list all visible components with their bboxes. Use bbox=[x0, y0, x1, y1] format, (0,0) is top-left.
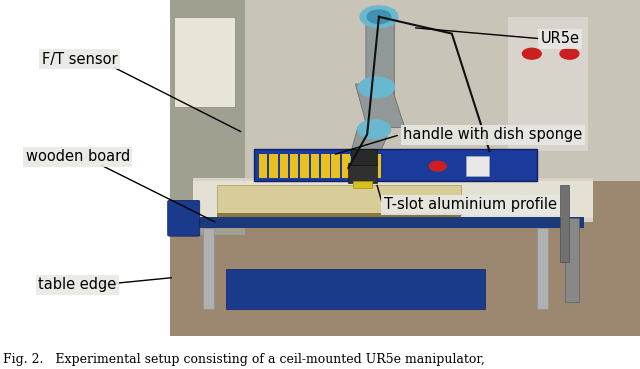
FancyBboxPatch shape bbox=[269, 155, 278, 178]
FancyBboxPatch shape bbox=[560, 184, 570, 262]
FancyBboxPatch shape bbox=[536, 228, 548, 309]
Circle shape bbox=[348, 153, 376, 169]
Circle shape bbox=[353, 156, 372, 166]
Circle shape bbox=[522, 48, 541, 59]
Circle shape bbox=[560, 48, 579, 59]
FancyBboxPatch shape bbox=[170, 181, 640, 336]
FancyBboxPatch shape bbox=[564, 218, 579, 302]
FancyBboxPatch shape bbox=[351, 149, 376, 165]
Text: F/T sensor: F/T sensor bbox=[42, 52, 117, 66]
FancyBboxPatch shape bbox=[348, 163, 376, 183]
Text: T-slot aluminium profile: T-slot aluminium profile bbox=[384, 197, 557, 212]
Text: table edge: table edge bbox=[38, 277, 116, 292]
FancyBboxPatch shape bbox=[202, 228, 214, 309]
FancyBboxPatch shape bbox=[193, 181, 593, 218]
FancyBboxPatch shape bbox=[353, 181, 372, 188]
FancyBboxPatch shape bbox=[311, 155, 319, 178]
FancyBboxPatch shape bbox=[300, 155, 309, 178]
FancyBboxPatch shape bbox=[193, 217, 584, 228]
FancyBboxPatch shape bbox=[373, 155, 381, 178]
FancyBboxPatch shape bbox=[362, 155, 371, 178]
FancyBboxPatch shape bbox=[226, 269, 484, 309]
FancyBboxPatch shape bbox=[280, 155, 288, 178]
Circle shape bbox=[367, 10, 390, 24]
Text: wooden board: wooden board bbox=[26, 149, 130, 164]
FancyBboxPatch shape bbox=[170, 0, 640, 181]
Polygon shape bbox=[355, 84, 405, 128]
FancyBboxPatch shape bbox=[342, 155, 350, 178]
FancyBboxPatch shape bbox=[193, 178, 593, 222]
FancyBboxPatch shape bbox=[321, 155, 330, 178]
FancyBboxPatch shape bbox=[466, 156, 490, 176]
FancyBboxPatch shape bbox=[332, 155, 340, 178]
Text: Fig. 2.   Experimental setup consisting of a ceil-mounted UR5e manipulator,: Fig. 2. Experimental setup consisting of… bbox=[3, 353, 485, 366]
FancyBboxPatch shape bbox=[290, 155, 298, 178]
Circle shape bbox=[358, 120, 390, 139]
Circle shape bbox=[360, 6, 397, 28]
FancyBboxPatch shape bbox=[254, 149, 536, 181]
Text: handle with dish sponge: handle with dish sponge bbox=[403, 127, 582, 142]
FancyBboxPatch shape bbox=[216, 213, 461, 217]
FancyBboxPatch shape bbox=[170, 0, 245, 235]
Text: UR5e: UR5e bbox=[541, 31, 580, 46]
FancyBboxPatch shape bbox=[259, 155, 268, 178]
Circle shape bbox=[358, 77, 394, 98]
FancyBboxPatch shape bbox=[508, 17, 588, 151]
FancyBboxPatch shape bbox=[174, 17, 236, 107]
FancyBboxPatch shape bbox=[216, 184, 461, 215]
FancyBboxPatch shape bbox=[366, 9, 394, 95]
Circle shape bbox=[429, 161, 446, 171]
FancyBboxPatch shape bbox=[352, 155, 360, 178]
FancyBboxPatch shape bbox=[168, 200, 200, 236]
Polygon shape bbox=[348, 128, 390, 161]
